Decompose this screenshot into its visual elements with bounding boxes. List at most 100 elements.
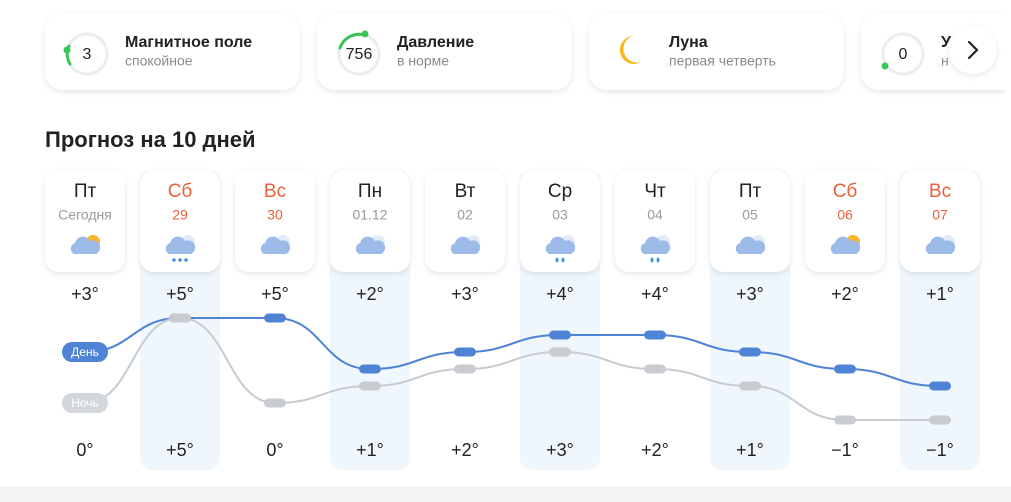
day-card bbox=[330, 170, 410, 272]
day-temp: +2° bbox=[831, 284, 859, 304]
gauge-ring bbox=[881, 32, 925, 76]
night-marker bbox=[169, 313, 191, 323]
gauge-arc bbox=[338, 32, 366, 50]
date: 01.12 bbox=[352, 207, 387, 223]
raindrop bbox=[650, 257, 654, 263]
day-marker bbox=[644, 330, 666, 340]
day-marker bbox=[929, 381, 951, 391]
day-temp: +5° bbox=[261, 284, 289, 304]
night-temp: 0° bbox=[266, 440, 283, 460]
cloud bbox=[70, 236, 101, 254]
date: 02 bbox=[457, 207, 473, 223]
day-marker bbox=[454, 347, 476, 357]
day-curve bbox=[84, 316, 941, 387]
raindrop bbox=[561, 257, 565, 263]
day-card bbox=[900, 170, 980, 272]
cloud bbox=[545, 236, 576, 254]
info-cards: 3 Магнитное поле спокойное 756 Давление в нор… bbox=[45, 14, 1005, 90]
card-subtitle: в норме bbox=[397, 53, 449, 69]
day-marker bbox=[359, 364, 381, 374]
weekday: Пт bbox=[74, 181, 97, 202]
day-card bbox=[235, 170, 315, 272]
day-card bbox=[710, 170, 790, 272]
weekday: Сб bbox=[833, 181, 858, 202]
cloud bbox=[260, 236, 291, 254]
cloud bbox=[925, 236, 956, 254]
date: Сегодня bbox=[58, 207, 112, 223]
date: 05 bbox=[742, 207, 758, 223]
card-title: Луна bbox=[669, 34, 708, 51]
card-value: 3 bbox=[83, 46, 92, 63]
date: 03 bbox=[552, 207, 568, 223]
raindrop bbox=[555, 257, 559, 263]
date: 30 bbox=[267, 207, 283, 223]
cloud bbox=[355, 236, 386, 254]
card-title: Давление bbox=[397, 34, 474, 51]
weekday: Вт bbox=[455, 181, 476, 202]
day-card bbox=[615, 170, 695, 272]
card-title: Магнитное поле bbox=[125, 34, 252, 51]
bottom-edge bbox=[0, 486, 1011, 502]
day-card bbox=[520, 170, 600, 272]
date: 06 bbox=[837, 207, 853, 223]
night-marker bbox=[549, 347, 571, 357]
cloud bbox=[165, 236, 196, 254]
day-temp: +2° bbox=[356, 284, 384, 304]
date: 07 bbox=[932, 207, 948, 223]
moon-icon bbox=[619, 36, 641, 64]
snowflake bbox=[172, 258, 176, 262]
card bbox=[589, 14, 844, 90]
night-marker bbox=[929, 415, 951, 425]
day-temp: +3° bbox=[71, 284, 99, 304]
night-marker bbox=[739, 381, 761, 391]
card bbox=[317, 14, 572, 90]
weekday: Пн bbox=[358, 181, 382, 202]
cloud bbox=[450, 236, 481, 254]
weekday: Чт bbox=[644, 181, 666, 202]
day-marker bbox=[834, 364, 856, 374]
day-marker bbox=[739, 347, 761, 357]
card-subtitle: н bbox=[941, 53, 949, 69]
night-temp: +3° bbox=[546, 440, 574, 460]
night-temp: 0° bbox=[76, 440, 93, 460]
day-temp: +4° bbox=[546, 284, 574, 304]
weekday: Вс bbox=[264, 181, 286, 202]
night-temp: +2° bbox=[641, 440, 669, 460]
day-temp: +3° bbox=[451, 284, 479, 304]
night-marker bbox=[359, 381, 381, 391]
card-title: У bbox=[941, 34, 952, 51]
night-temp: −1° bbox=[831, 440, 859, 460]
raindrop bbox=[656, 257, 660, 263]
night-marker bbox=[454, 364, 476, 374]
day-card bbox=[45, 170, 125, 272]
gauge-dot bbox=[63, 46, 71, 54]
gauge-dot bbox=[361, 30, 369, 38]
day-marker bbox=[549, 330, 571, 340]
night-marker bbox=[264, 398, 286, 408]
night-temp: +2° bbox=[451, 440, 479, 460]
night-legend bbox=[62, 393, 108, 413]
card-subtitle: спокойное bbox=[125, 53, 193, 69]
gauge-dot bbox=[881, 62, 889, 70]
snowflake bbox=[184, 258, 188, 262]
weekday: Ср bbox=[548, 181, 572, 202]
night-temp: +5° bbox=[166, 440, 194, 460]
snowflake bbox=[178, 258, 182, 262]
day-card bbox=[425, 170, 505, 272]
card-value: 756 bbox=[346, 46, 373, 63]
cloud bbox=[640, 236, 671, 254]
day-card bbox=[805, 170, 885, 272]
weekday: Сб bbox=[168, 181, 193, 202]
night-marker bbox=[834, 415, 856, 425]
date: 29 bbox=[172, 207, 188, 223]
night-temp: +1° bbox=[736, 440, 764, 460]
day-temp: +4° bbox=[641, 284, 669, 304]
day-legend-label: День bbox=[71, 345, 99, 359]
card bbox=[45, 14, 300, 90]
card-value: 0 bbox=[899, 46, 908, 63]
date: 04 bbox=[647, 207, 663, 223]
day-temp: +5° bbox=[166, 284, 194, 304]
next-button[interactable] bbox=[949, 26, 997, 74]
